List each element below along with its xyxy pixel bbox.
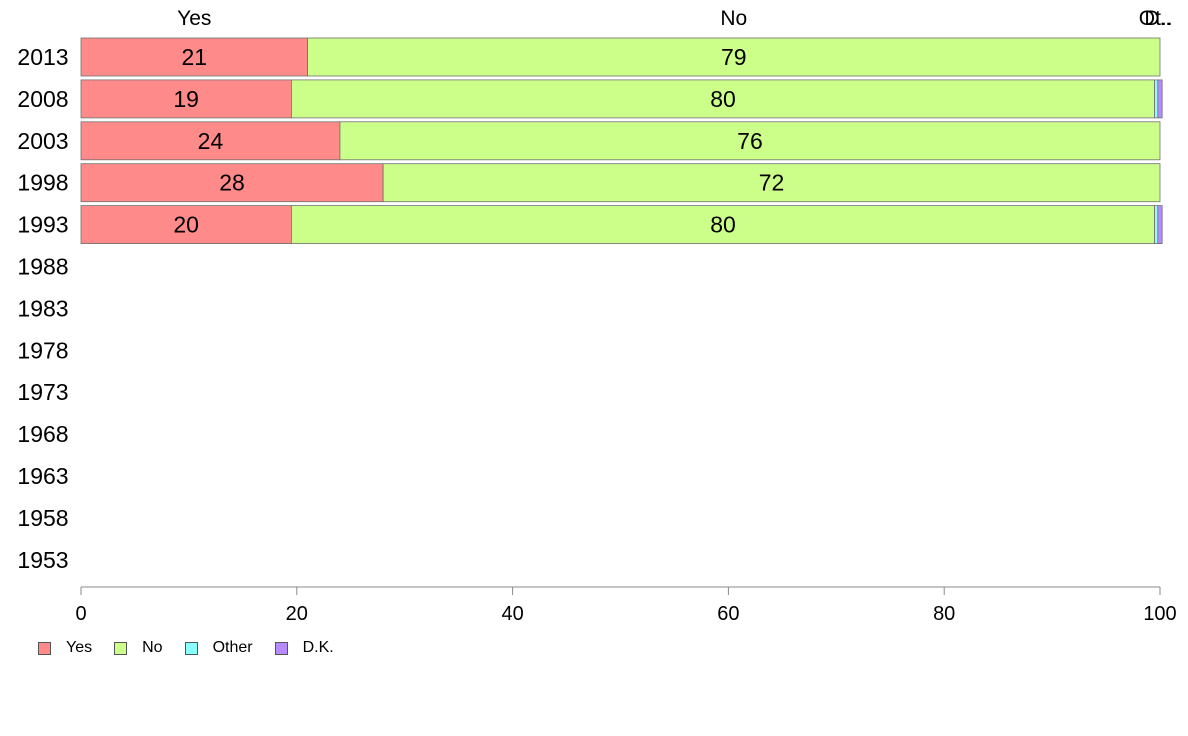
bar-yes-1993: [80, 205, 292, 245]
y-tick-label: 1973: [17, 379, 68, 405]
legend-item-other: Other: [184, 639, 253, 657]
x-tick-label: 80: [933, 603, 955, 625]
y-tick-label: 1988: [17, 254, 68, 280]
bar-value-labels: 21 79 19 80 24 76 28 72 20 80: [173, 44, 784, 238]
y-tick-label: 1993: [17, 212, 68, 238]
bar-other-1993: [1154, 205, 1159, 245]
bar-value-label: 80: [710, 86, 736, 112]
bar-no-2003: [339, 121, 1161, 161]
y-tick-label: 1968: [17, 421, 68, 447]
bar-value-label: 21: [181, 44, 207, 70]
legend-label: No: [142, 639, 163, 656]
legend-item-no: No: [114, 639, 163, 657]
legend: Yes No Other D.K.: [38, 639, 356, 657]
y-tick-label: 1998: [17, 170, 68, 196]
bar-value-label: 20: [173, 212, 199, 238]
x-axis: 0 20 40 60 80 100: [75, 586, 1177, 625]
bar-value-label: 72: [759, 170, 785, 196]
legend-label: D.K.: [302, 639, 334, 656]
y-tick-label: 1978: [17, 337, 68, 363]
legend-swatch: [38, 641, 51, 655]
top-label-3: D..: [1144, 7, 1171, 30]
bar-other-2008: [1154, 79, 1159, 119]
legend-swatch: [274, 641, 288, 655]
bar-dk-2008: [1157, 79, 1163, 119]
y-tick-label: 1983: [17, 295, 68, 321]
legend-swatch: [184, 641, 198, 655]
bar-no-1998: [382, 163, 1161, 203]
y-tick-label: 2013: [17, 44, 68, 70]
top-label-0: Yes: [177, 7, 211, 30]
bar-value-label: 19: [173, 86, 199, 112]
bar-no-2013: [307, 37, 1161, 77]
x-tick-label: 40: [501, 603, 523, 625]
legend-item-dk: D.K.: [274, 639, 334, 657]
legend-item-yes: Yes: [38, 639, 92, 657]
y-tick-label: 2003: [17, 128, 68, 154]
top-label-2: Ot..: [1139, 7, 1173, 30]
y-tick-label: 2008: [17, 86, 68, 112]
legend-label: Yes: [66, 639, 93, 656]
x-tick-label: 100: [1143, 603, 1176, 625]
top-label-1: No: [720, 7, 747, 30]
y-tick-label: 1963: [17, 463, 68, 489]
bar-yes-1998: [80, 163, 384, 203]
y-axis-tick-labels: 2013 2008 2003 1998 1993 1988 1983 1978 1973 1968…: [17, 44, 68, 573]
bar-value-label: 28: [219, 170, 245, 196]
bar-no-1993: [291, 205, 1156, 245]
legend-swatch: [114, 641, 128, 655]
x-tick-label: 0: [75, 603, 86, 625]
bar-value-label: 80: [710, 212, 736, 238]
bar-yes-2003: [80, 121, 341, 161]
x-tick-label: 20: [286, 603, 308, 625]
bar-value-label: 24: [198, 128, 224, 154]
legend-label: Other: [212, 639, 253, 656]
top-category-labels: Yes No Ot..D..: [177, 7, 1172, 30]
y-tick-label: 1953: [17, 547, 68, 573]
y-tick-label: 1958: [17, 505, 68, 531]
bars-group: [80, 37, 1163, 245]
x-tick-label: 60: [717, 603, 739, 625]
bar-value-label: 76: [737, 128, 763, 154]
bar-value-label: 79: [721, 44, 747, 70]
bar-dk-1993: [1157, 205, 1163, 245]
